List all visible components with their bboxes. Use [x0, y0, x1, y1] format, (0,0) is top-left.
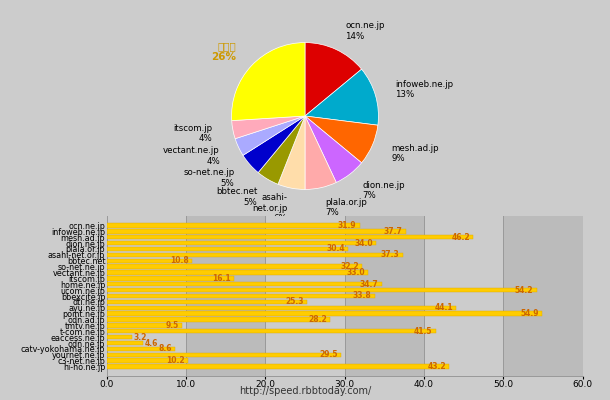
Wedge shape — [278, 116, 305, 190]
Wedge shape — [232, 42, 305, 121]
Bar — [107, 282, 382, 286]
Wedge shape — [258, 116, 305, 184]
Bar — [107, 223, 360, 228]
Wedge shape — [305, 69, 378, 125]
Text: 41.5: 41.5 — [414, 327, 432, 336]
Text: asahi-
net.or.jp
6%: asahi- net.or.jp 6% — [252, 194, 287, 223]
Bar — [107, 317, 331, 322]
Text: vectant.ne.jp
4%: vectant.ne.jp 4% — [163, 146, 220, 166]
Text: 33.8: 33.8 — [353, 292, 371, 300]
Bar — [107, 358, 188, 363]
Text: 30.4: 30.4 — [326, 244, 345, 254]
Bar — [265, 216, 345, 376]
Bar — [107, 276, 234, 280]
Wedge shape — [305, 42, 362, 116]
Text: ocn.ne.jp
14%: ocn.ne.jp 14% — [345, 21, 384, 41]
Bar — [107, 270, 368, 275]
Text: 16.1: 16.1 — [213, 274, 231, 283]
Wedge shape — [232, 116, 305, 139]
Bar — [107, 341, 143, 345]
Text: 10.8: 10.8 — [170, 256, 189, 265]
Bar — [107, 253, 403, 257]
Text: 33.0: 33.0 — [346, 268, 365, 277]
Bar — [107, 335, 132, 339]
Bar — [107, 300, 307, 304]
Text: 37.7: 37.7 — [384, 227, 403, 236]
Text: 28.2: 28.2 — [309, 315, 327, 324]
Text: 34.0: 34.0 — [354, 239, 373, 248]
Bar — [107, 216, 186, 376]
Bar — [107, 312, 542, 316]
Text: 9.5: 9.5 — [166, 321, 179, 330]
Bar — [107, 229, 406, 234]
Wedge shape — [305, 116, 362, 182]
Text: mesh.ad.jp
9%: mesh.ad.jp 9% — [391, 144, 439, 163]
Wedge shape — [305, 116, 378, 163]
Text: 25.3: 25.3 — [285, 297, 304, 306]
Text: 34.7: 34.7 — [360, 280, 379, 289]
Wedge shape — [243, 116, 305, 172]
Text: bbtec.net
5%: bbtec.net 5% — [216, 187, 257, 207]
Text: 54.2: 54.2 — [515, 286, 533, 295]
Text: 44.1: 44.1 — [435, 303, 453, 312]
Text: dion.ne.jp
7%: dion.ne.jp 7% — [362, 180, 405, 200]
Text: http://speed.rbbtoday.com/: http://speed.rbbtoday.com/ — [239, 386, 371, 396]
Text: 46.2: 46.2 — [451, 233, 470, 242]
Text: 3.2: 3.2 — [134, 333, 147, 342]
Text: 29.5: 29.5 — [319, 350, 337, 359]
Text: 37.3: 37.3 — [381, 250, 400, 259]
Bar — [107, 264, 362, 269]
Bar — [345, 216, 424, 376]
Bar — [503, 216, 583, 376]
Text: 54.9: 54.9 — [520, 309, 539, 318]
Bar — [107, 241, 376, 245]
Bar — [107, 364, 450, 369]
Text: その他
26%: その他 26% — [212, 41, 237, 62]
Bar — [107, 288, 537, 292]
Text: 31.9: 31.9 — [338, 221, 356, 230]
Bar — [107, 329, 436, 334]
Text: so-net.ne.jp
5%: so-net.ne.jp 5% — [183, 168, 234, 188]
Text: 4.6: 4.6 — [145, 338, 158, 348]
Text: 32.2: 32.2 — [340, 262, 359, 271]
Bar — [186, 216, 265, 376]
Text: plala.or.jp
7%: plala.or.jp 7% — [326, 198, 367, 218]
Bar — [107, 247, 348, 251]
Bar — [107, 235, 473, 240]
Text: 43.2: 43.2 — [428, 362, 446, 371]
Text: 10.2: 10.2 — [166, 356, 184, 365]
Bar — [107, 352, 341, 357]
Text: 8.6: 8.6 — [158, 344, 172, 353]
Wedge shape — [235, 116, 305, 155]
Text: infoweb.ne.jp
13%: infoweb.ne.jp 13% — [395, 80, 453, 100]
Text: itscom.jp
4%: itscom.jp 4% — [173, 124, 213, 143]
Bar — [424, 216, 503, 376]
Bar — [107, 294, 375, 298]
Wedge shape — [305, 116, 336, 190]
Bar — [107, 306, 456, 310]
Bar — [107, 323, 182, 328]
Bar — [107, 258, 192, 263]
Bar — [107, 347, 175, 351]
